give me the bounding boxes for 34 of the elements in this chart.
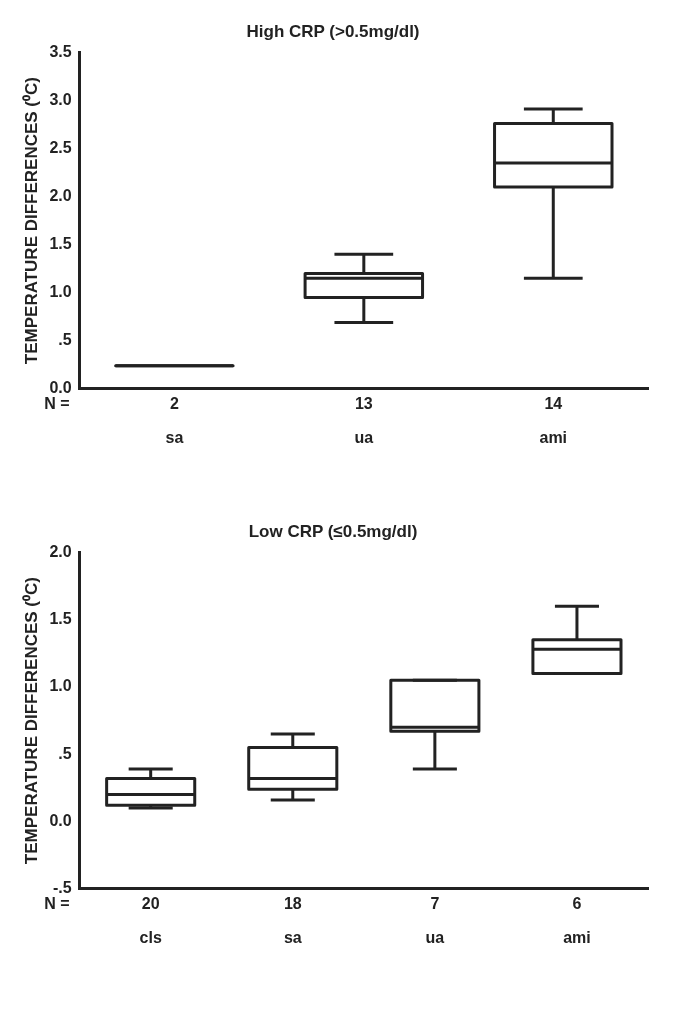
y-tick-label: 0.0: [49, 811, 72, 829]
text: 20: [141, 895, 160, 913]
y-tick-label: 1.0: [49, 283, 72, 301]
y-axis-title: TEMPERATURE DIFFERENCES (⁰C): [21, 77, 41, 365]
y-tick-label: 2.0: [49, 186, 72, 204]
x-tick-label: ua: [354, 428, 374, 446]
text: N =: [44, 895, 70, 913]
x-tick-label: ami: [539, 428, 568, 446]
y-tick-label: 2.5: [49, 138, 72, 156]
y-tick-label: 3.5: [49, 42, 72, 60]
y-axis-title: TEMPERATURE DIFFERENCES (⁰C): [21, 577, 41, 865]
text: 14: [544, 395, 563, 413]
y-tick-label: 3.0: [49, 90, 72, 108]
x-tick-label: cls: [139, 928, 162, 946]
y-tick-label: 1.5: [49, 610, 72, 628]
text: 7: [430, 895, 440, 913]
y-tick-label: 1.0: [49, 677, 72, 695]
text: 6: [572, 895, 582, 913]
x-tick-label: sa: [165, 428, 184, 446]
y-tick-label: -.5: [52, 879, 72, 897]
text: 18: [283, 895, 302, 913]
text: N =: [44, 395, 70, 413]
chart-title: High CRP (>0.5mg/dl): [246, 21, 420, 41]
y-tick-label: .5: [58, 744, 72, 762]
y-tick-label: 0.0: [49, 379, 72, 397]
x-tick-label: sa: [283, 928, 302, 946]
y-tick-label: 2.0: [49, 542, 72, 560]
text: 13: [354, 395, 373, 413]
y-tick-label: 1.5: [49, 235, 72, 253]
x-tick-label: ami: [563, 928, 591, 946]
y-tick-label: .5: [58, 331, 72, 349]
text: 2: [169, 395, 179, 413]
x-tick-label: ua: [425, 928, 445, 946]
chart-title: Low CRP (≤0.5mg/dl): [248, 521, 418, 541]
